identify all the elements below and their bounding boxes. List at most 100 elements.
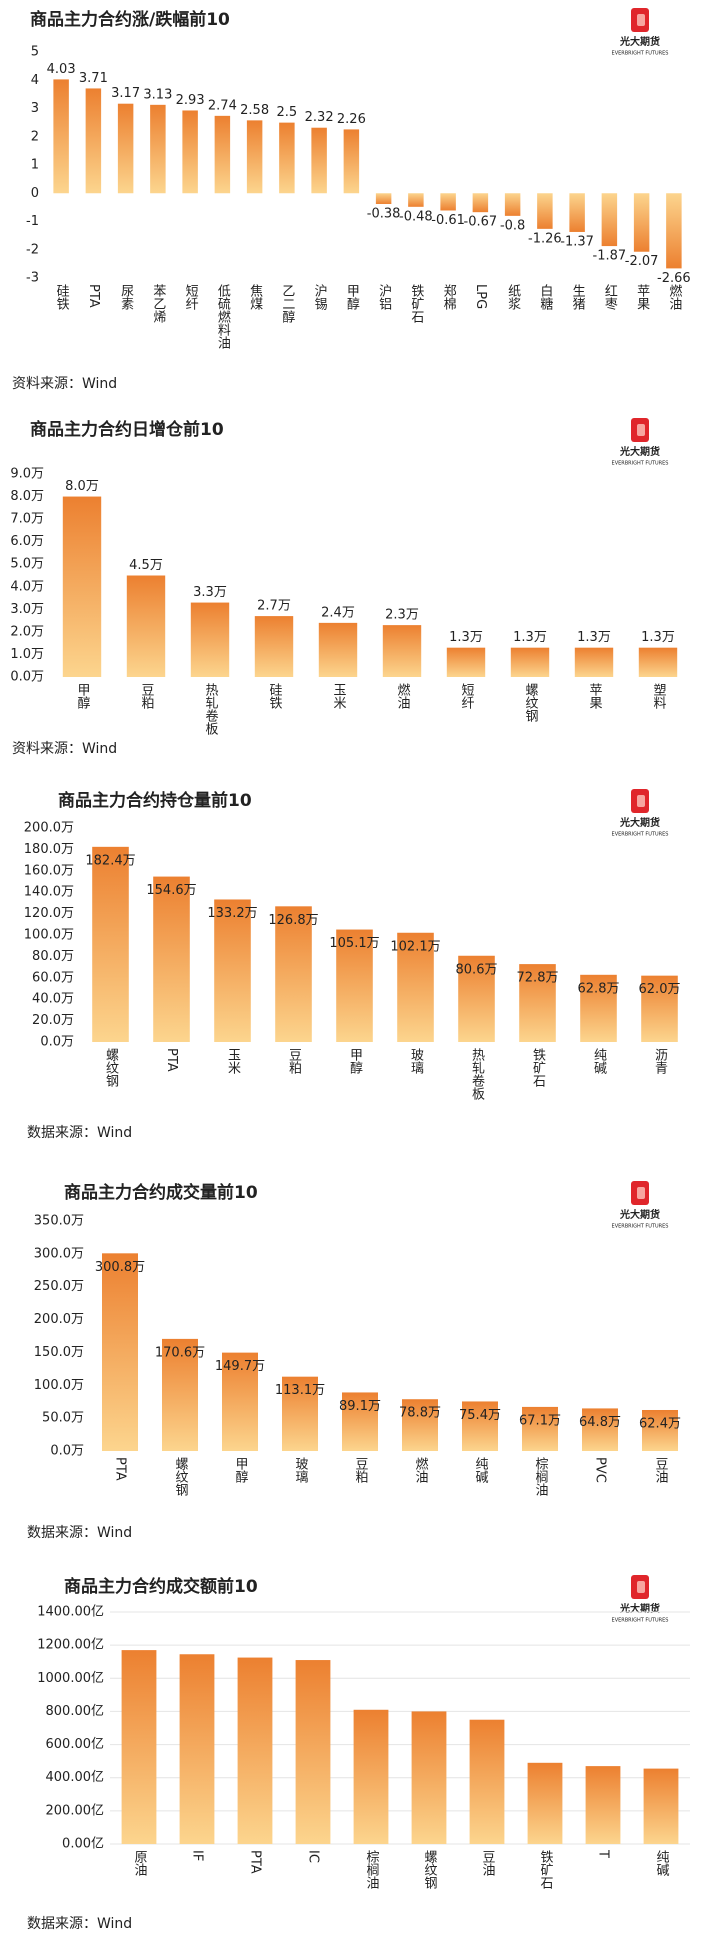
x-tick-label: 玻璃 <box>408 1048 424 1074</box>
data-label: 170.6万 <box>155 1345 205 1360</box>
y-tick-label: 180.0万 <box>24 842 74 857</box>
x-tick-label: 乙二醇 <box>279 284 295 323</box>
bar <box>92 846 129 1042</box>
x-tick-label: 棕榈油 <box>533 1457 549 1496</box>
chart-panel: 商品主力合约成交量前10 光大期货 EVERBRIGHT FUTURES 数据来源：W… <box>27 1181 681 1541</box>
x-tick-label: 苯乙烯 <box>150 284 166 323</box>
bar <box>85 88 102 194</box>
y-tick-label: 350.0万 <box>34 1214 84 1229</box>
data-label: 72.8万 <box>517 971 559 986</box>
y-tick-label: 600.00亿 <box>46 1737 105 1752</box>
source-note: 数据来源：Wind <box>27 1125 132 1141</box>
x-tick-label: 螺纹钢 <box>523 683 539 723</box>
x-tick-label: IF <box>190 1850 205 1861</box>
bar <box>214 899 251 1042</box>
data-label: 75.4万 <box>459 1408 501 1423</box>
x-tick-label: 白糖 <box>537 283 553 311</box>
x-tick-label: 郑棉 <box>441 284 457 310</box>
y-tick-label: 300.0万 <box>34 1246 84 1261</box>
x-tick-label: PTA <box>113 1457 128 1481</box>
bar <box>585 1766 621 1844</box>
data-label: 1.3万 <box>513 630 547 645</box>
bar <box>638 647 678 677</box>
y-tick-label: 0.0万 <box>40 1035 74 1050</box>
data-label: 126.8万 <box>268 913 318 928</box>
x-tick-label: 短纤 <box>459 683 475 709</box>
x-tick-label: 螺纹钢 <box>103 1048 119 1088</box>
bar <box>458 955 495 1042</box>
chart-title: 商品主力合约成交量前10 <box>64 1182 258 1203</box>
data-label: 2.32 <box>305 110 334 125</box>
data-label: 3.13 <box>143 87 172 102</box>
chart-panel: 商品主力合约日增仓前10 光大期货 EVERBRIGHT FUTURES 资料来源：W… <box>10 418 678 757</box>
logo-mark-inner <box>637 1187 645 1199</box>
logo-subtitle: EVERBRIGHT FUTURES <box>612 1224 669 1230</box>
data-label: 89.1万 <box>339 1399 381 1414</box>
bar <box>295 1660 331 1844</box>
y-tick-label: 2 <box>31 129 39 144</box>
bar <box>666 193 682 269</box>
x-tick-label: PTA <box>86 284 101 308</box>
logo-mark-inner <box>637 424 645 436</box>
x-tick-label: 铁矿石 <box>538 1850 554 1889</box>
x-tick-label: 玻璃 <box>293 1457 309 1483</box>
bar <box>522 1406 558 1451</box>
y-tick-label: 0.0万 <box>50 1444 84 1459</box>
bar <box>601 193 618 247</box>
chart-title: 商品主力合约持仓量前10 <box>58 790 252 811</box>
x-tick-label: 红枣 <box>602 283 618 310</box>
y-tick-label: 4.0万 <box>10 579 44 594</box>
y-tick-label: 200.0万 <box>24 821 74 836</box>
y-tick-label: -3 <box>26 271 39 286</box>
bar <box>343 129 360 194</box>
data-label: 8.0万 <box>65 479 99 494</box>
bar <box>397 932 434 1042</box>
y-tick-label: 0.0万 <box>10 670 44 685</box>
chart-panel: 商品主力合约涨/跌幅前10 光大期货 EVERBRIGHT FUTURES 资料来源：… <box>12 8 691 392</box>
y-tick-label: 100.0万 <box>34 1378 84 1393</box>
bar <box>504 193 521 216</box>
data-label: 105.1万 <box>329 936 379 951</box>
bar <box>446 647 486 677</box>
x-tick-label: 生猪 <box>570 284 586 310</box>
x-tick-label: PTA <box>248 1850 263 1874</box>
x-tick-label: IC <box>306 1850 321 1863</box>
y-tick-label: 5.0万 <box>10 557 44 572</box>
data-label: 113.1万 <box>275 1383 325 1398</box>
logo-name: 光大期货 <box>619 1208 660 1221</box>
x-tick-label: 豆粕 <box>353 1457 369 1483</box>
x-tick-label: 豆粕 <box>139 683 155 709</box>
bar <box>375 193 392 204</box>
bar <box>411 1711 447 1844</box>
bar <box>53 79 69 194</box>
bar <box>402 1399 438 1451</box>
y-tick-label: 5 <box>31 45 39 60</box>
bar <box>641 975 678 1042</box>
data-label: 3.17 <box>111 86 140 101</box>
data-label: 133.2万 <box>207 906 257 921</box>
x-tick-label: 纯碱 <box>473 1457 489 1483</box>
x-tick-label: 硅铁 <box>54 284 70 310</box>
bar <box>342 1392 378 1451</box>
x-tick-label: 塑料 <box>651 683 667 709</box>
bar <box>222 1352 258 1451</box>
y-tick-label: 8.0万 <box>10 489 44 504</box>
data-label: -0.67 <box>464 215 498 230</box>
bar <box>580 974 617 1042</box>
bar <box>190 602 230 677</box>
bar <box>527 1762 563 1844</box>
data-label: 62.0万 <box>639 982 681 997</box>
x-tick-label: 玉米 <box>225 1048 241 1074</box>
x-tick-label: 燃油 <box>413 1456 429 1483</box>
x-tick-label: 甲醇 <box>344 284 360 310</box>
source-note: 数据来源：Wind <box>27 1525 132 1541</box>
bar <box>382 625 422 677</box>
data-label: 102.1万 <box>390 939 440 954</box>
y-tick-label: 7.0万 <box>10 512 44 527</box>
bar <box>117 103 134 194</box>
data-label: -2.07 <box>625 254 659 269</box>
x-tick-label: 燃油 <box>666 283 682 310</box>
bar <box>462 1401 498 1451</box>
